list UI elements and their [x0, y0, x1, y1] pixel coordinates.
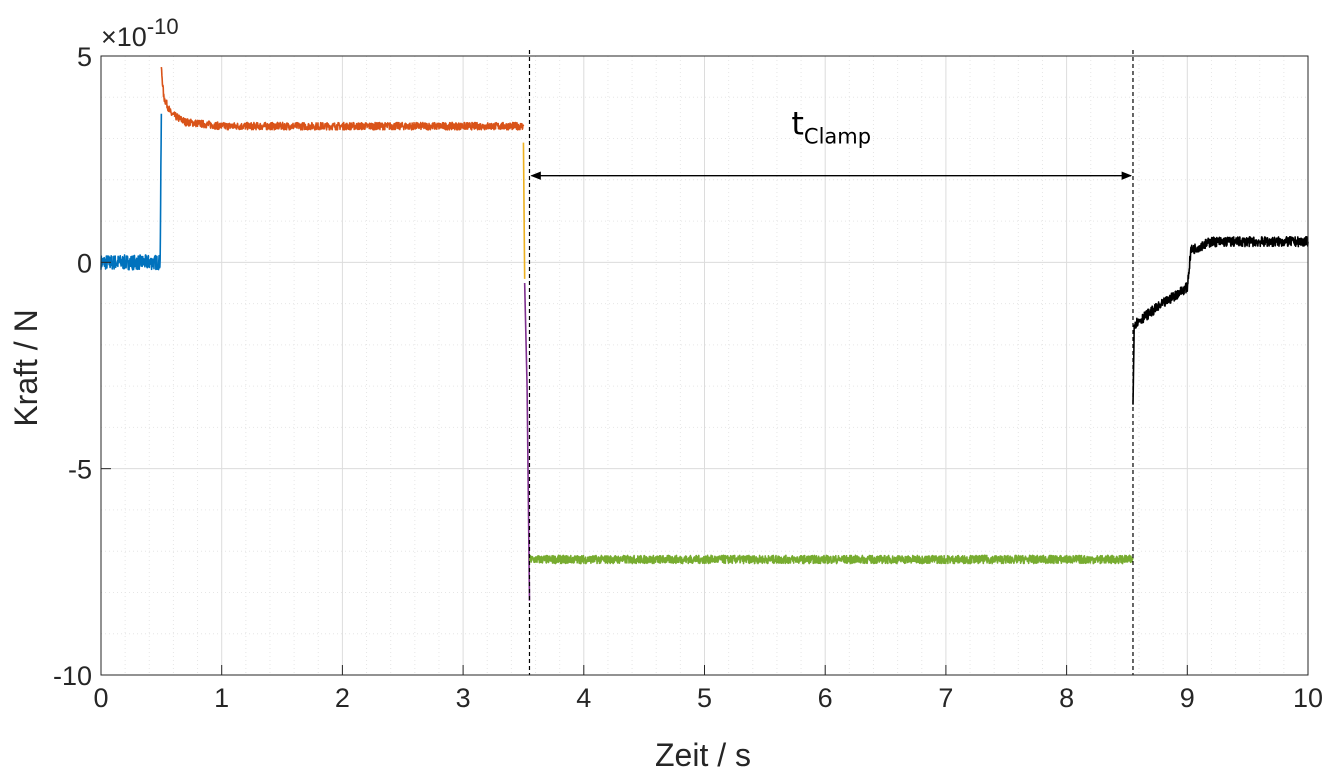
x-tick-label: 6	[818, 683, 833, 713]
x-axis-label: Zeit / s	[655, 737, 751, 773]
x-tick-label: 2	[335, 683, 350, 713]
y-tick-label: -5	[68, 455, 92, 485]
svg-text:×10-10: ×10-10	[101, 14, 179, 52]
y-tick-label: 5	[77, 42, 92, 72]
x-tick-label: 7	[938, 683, 953, 713]
x-tick-label: 0	[93, 683, 108, 713]
marker-layer	[528, 50, 1134, 675]
exponent-base: ×10	[101, 22, 147, 52]
series-line-5	[528, 554, 1134, 565]
series-line-4	[523, 282, 531, 601]
series-line-3	[522, 142, 526, 279]
x-tick-labels: 0 1 2 3 4 5 6 7 8 9 10	[93, 683, 1323, 713]
y-axis-label: Kraft / N	[8, 309, 44, 426]
x-tick-label: 9	[1180, 683, 1195, 713]
t-clamp-sub: Clamp	[804, 124, 871, 148]
y-tick-label: -10	[53, 661, 92, 691]
series-line-6	[1132, 235, 1309, 405]
x-tick-label: 10	[1293, 683, 1323, 713]
tick-marks	[100, 55, 1309, 676]
y-tick-label: 0	[77, 248, 92, 278]
series-line-2	[160, 67, 525, 131]
series-layer	[100, 67, 1309, 601]
series-line-1	[100, 113, 163, 271]
t-clamp-main: t	[791, 104, 804, 142]
y-exponent-label: ×10-10	[101, 14, 179, 52]
y-tick-labels: 5 0 -5 -10	[53, 42, 92, 691]
x-tick-label: 4	[576, 683, 591, 713]
x-tick-label: 5	[697, 683, 712, 713]
x-tick-label: 3	[456, 683, 471, 713]
x-tick-label: 1	[214, 683, 229, 713]
x-tick-label: 8	[1059, 683, 1074, 713]
t-clamp-annotation: tClamp	[530, 104, 1133, 180]
major-grid	[100, 55, 1309, 676]
t-clamp-label: tClamp	[791, 104, 871, 148]
exponent-power: -10	[147, 14, 179, 39]
